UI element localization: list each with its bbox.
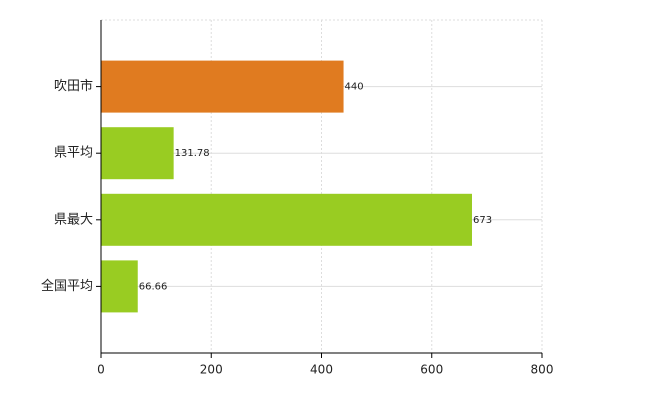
x-tick-label: 600 (420, 363, 443, 377)
value-label: 66.66 (139, 281, 168, 292)
y-tick-label: 県最大 (54, 212, 93, 227)
bar (101, 60, 344, 113)
value-label: 673 (473, 215, 492, 226)
y-tick-label: 県平均 (54, 146, 93, 161)
bar (101, 193, 472, 246)
value-label: 440 (345, 82, 364, 93)
bar (101, 260, 138, 313)
y-tick-label: 吹田市 (54, 78, 93, 94)
value-label: 131.78 (175, 148, 210, 159)
x-tick-label: 400 (310, 363, 333, 377)
y-tick-label: 全国平均 (41, 278, 93, 294)
x-tick-label: 800 (531, 363, 554, 377)
x-tick-label: 0 (97, 363, 105, 377)
bar (101, 127, 174, 180)
x-tick-label: 200 (200, 363, 223, 377)
